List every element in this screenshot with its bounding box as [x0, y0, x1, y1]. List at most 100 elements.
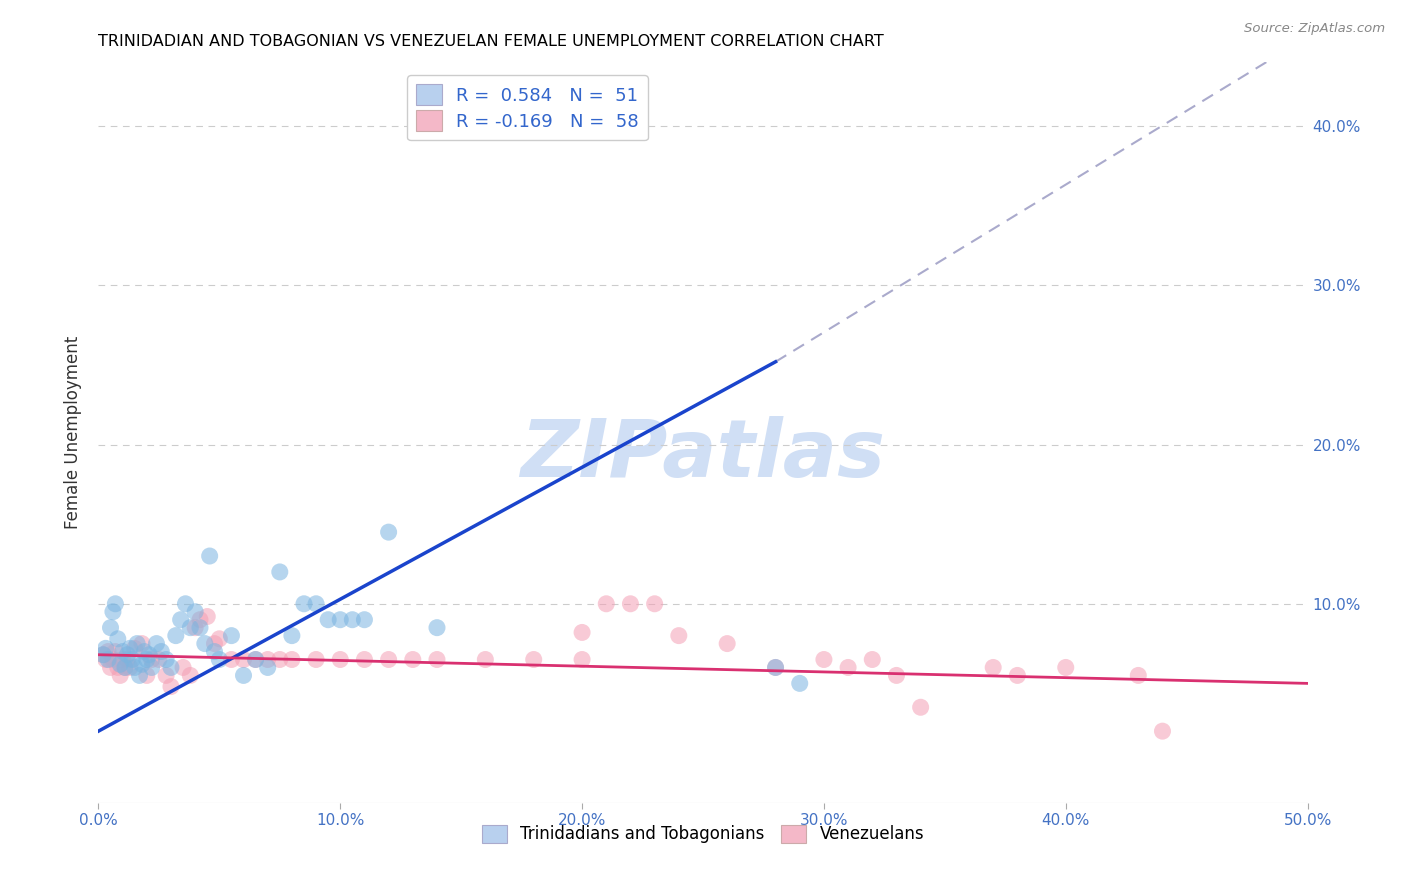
- Point: [1128, 668, 1150, 682]
- Point: [127, 637, 149, 651]
- Point: [118, 641, 141, 656]
- Point: [1007, 668, 1029, 682]
- Point: [104, 644, 127, 658]
- Point: [104, 597, 127, 611]
- Legend: Trinidadians and Tobagonians, Venezuelans: Trinidadians and Tobagonians, Venezuelan…: [475, 818, 931, 850]
- Point: [108, 668, 131, 682]
- Point: [402, 652, 425, 666]
- Point: [377, 525, 399, 540]
- Point: [172, 660, 194, 674]
- Point: [474, 652, 496, 666]
- Point: [135, 668, 157, 682]
- Point: [208, 652, 231, 666]
- Point: [221, 652, 243, 666]
- Point: [155, 652, 177, 666]
- Point: [281, 652, 304, 666]
- Point: [377, 652, 399, 666]
- Point: [245, 652, 267, 666]
- Point: [619, 597, 641, 611]
- Point: [135, 652, 157, 666]
- Point: [114, 660, 136, 674]
- Point: [329, 652, 352, 666]
- Point: [195, 609, 218, 624]
- Point: [860, 652, 883, 666]
- Point: [97, 644, 120, 658]
- Point: [232, 652, 254, 666]
- Point: [184, 605, 207, 619]
- Point: [426, 652, 449, 666]
- Point: [169, 613, 191, 627]
- Point: [221, 629, 243, 643]
- Point: [101, 652, 124, 666]
- Point: [128, 668, 150, 682]
- Point: [353, 652, 375, 666]
- Point: [981, 660, 1004, 674]
- Point: [256, 660, 278, 674]
- Point: [107, 660, 129, 674]
- Point: [837, 660, 859, 674]
- Text: ZIPatlas: ZIPatlas: [520, 416, 886, 494]
- Point: [100, 621, 122, 635]
- Point: [342, 613, 364, 627]
- Point: [1152, 724, 1174, 739]
- Point: [174, 597, 197, 611]
- Point: [134, 644, 156, 658]
- Point: [269, 652, 291, 666]
- Point: [141, 660, 163, 674]
- Point: [789, 676, 811, 690]
- Text: Source: ZipAtlas.com: Source: ZipAtlas.com: [1244, 22, 1385, 36]
- Point: [111, 652, 134, 666]
- Point: [121, 652, 143, 666]
- Point: [114, 660, 136, 674]
- Point: [150, 644, 173, 658]
- Point: [194, 637, 217, 651]
- Point: [292, 597, 315, 611]
- Point: [232, 668, 254, 682]
- Point: [94, 641, 117, 656]
- Point: [204, 644, 226, 658]
- Point: [118, 660, 141, 674]
- Point: [204, 637, 226, 651]
- Point: [91, 648, 114, 662]
- Point: [148, 652, 170, 666]
- Point: [117, 652, 139, 666]
- Point: [165, 629, 187, 643]
- Point: [97, 652, 120, 666]
- Point: [523, 652, 546, 666]
- Point: [188, 621, 211, 635]
- Point: [765, 660, 787, 674]
- Point: [198, 549, 221, 563]
- Point: [117, 648, 139, 662]
- Point: [100, 660, 122, 674]
- Point: [426, 621, 449, 635]
- Point: [101, 605, 124, 619]
- Point: [269, 565, 291, 579]
- Point: [160, 660, 183, 674]
- Point: [668, 629, 690, 643]
- Text: TRINIDADIAN AND TOBAGONIAN VS VENEZUELAN FEMALE UNEMPLOYMENT CORRELATION CHART: TRINIDADIAN AND TOBAGONIAN VS VENEZUELAN…: [98, 34, 884, 49]
- Point: [91, 648, 114, 662]
- Point: [595, 597, 617, 611]
- Point: [716, 637, 738, 651]
- Point: [316, 613, 339, 627]
- Point: [179, 621, 201, 635]
- Point: [644, 597, 666, 611]
- Point: [281, 629, 304, 643]
- Point: [245, 652, 267, 666]
- Point: [160, 680, 183, 694]
- Point: [571, 625, 593, 640]
- Point: [179, 668, 201, 682]
- Point: [305, 597, 328, 611]
- Point: [305, 652, 328, 666]
- Point: [256, 652, 278, 666]
- Point: [813, 652, 835, 666]
- Point: [184, 621, 207, 635]
- Point: [329, 613, 352, 627]
- Point: [886, 668, 908, 682]
- Point: [1054, 660, 1077, 674]
- Point: [155, 668, 177, 682]
- Point: [108, 657, 131, 672]
- Point: [910, 700, 932, 714]
- Point: [765, 660, 787, 674]
- Point: [141, 652, 163, 666]
